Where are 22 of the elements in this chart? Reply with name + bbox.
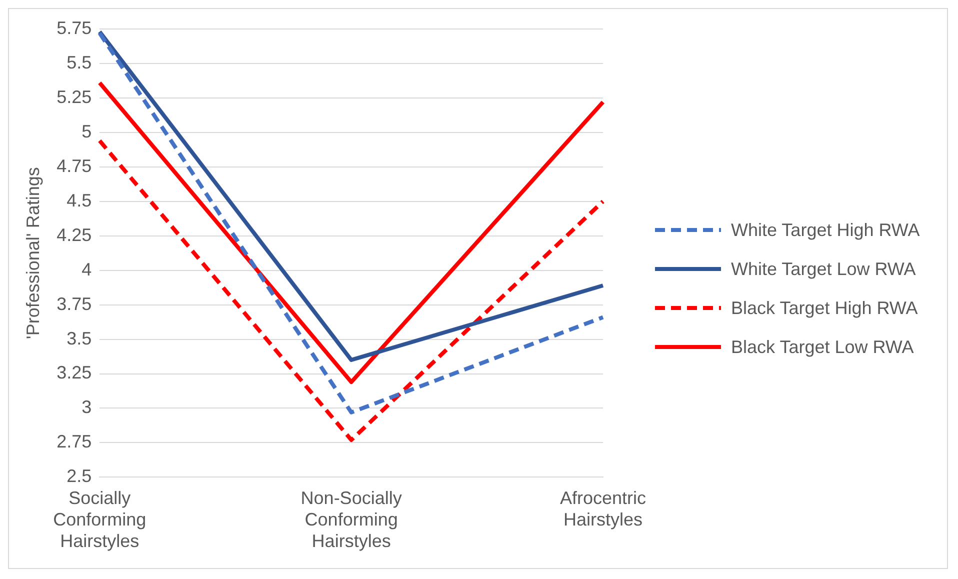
y-tick-label: 4: [82, 259, 92, 280]
x-tick-label: Afrocentric Hairstyles: [560, 488, 646, 530]
y-tick-label: 5.75: [56, 18, 92, 38]
legend-label: Black Target Low RWA: [731, 336, 914, 358]
y-tick-label: 3: [82, 397, 92, 418]
y-tick-label: 5.25: [56, 86, 92, 107]
legend-label: Black Target High RWA: [731, 298, 918, 318]
legend-label: White Target High RWA: [731, 220, 920, 240]
y-tick-label: 5.5: [66, 52, 92, 72]
y-tick-label: 4.75: [56, 156, 92, 176]
x-tick-label: Non-Socially Conforming Hairstyles: [300, 488, 402, 552]
y-tick-label: 3.5: [66, 328, 92, 348]
y-axis-title: 'Professional' Ratings: [22, 167, 43, 340]
y-tick-label: 2.75: [56, 432, 92, 452]
y-tick-label: 2.5: [66, 466, 92, 486]
y-tick-label: 4.5: [66, 190, 92, 210]
x-tick-label: Socially Conforming Hairstyles: [53, 488, 146, 552]
y-tick-label: 3.25: [56, 362, 92, 383]
legend-label: White Target Low RWA: [731, 258, 916, 280]
y-tick-label: 4.25: [56, 224, 92, 245]
y-tick-label: 3.75: [56, 294, 92, 314]
y-tick-label: 5: [82, 121, 92, 142]
